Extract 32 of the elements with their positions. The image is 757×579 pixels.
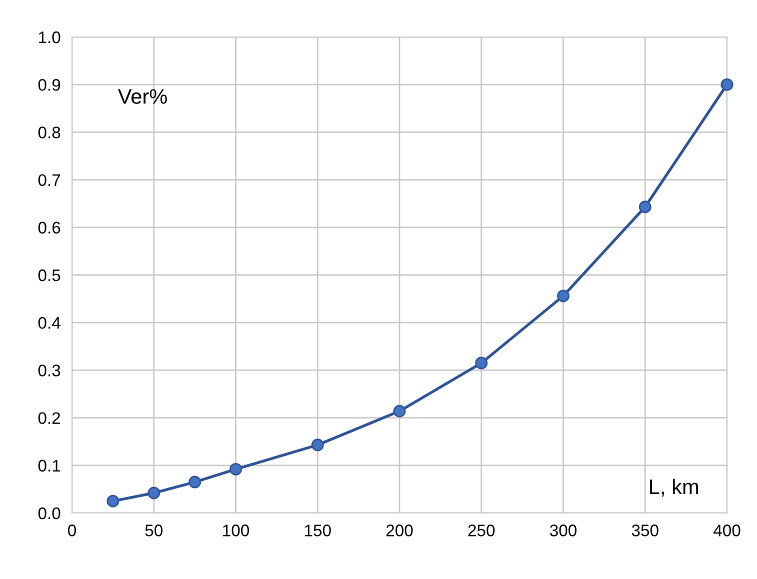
y-axis-title: Ver% [118, 89, 167, 104]
y-tick-label: 0.1 [38, 460, 60, 472]
y-tick-label: 1.0 [38, 31, 60, 44]
y-tick-label: 0.2 [38, 412, 60, 424]
x-tick-label: 250 [468, 524, 495, 536]
y-tick-label: 0.9 [38, 79, 60, 91]
x-tick-label: 0 [68, 524, 76, 536]
x-tick-label: 400 [713, 524, 740, 536]
x-tick-label: 50 [145, 524, 162, 536]
x-tick-label: 150 [304, 524, 331, 536]
y-tick-label: 0.3 [38, 364, 60, 376]
point [148, 486, 160, 500]
point [557, 290, 570, 302]
x-tick-label: 200 [386, 524, 413, 536]
x-tick-label: 300 [550, 524, 577, 536]
point [230, 462, 242, 476]
point [106, 494, 120, 508]
point [720, 78, 734, 91]
point [188, 476, 202, 488]
y-tick-label: 0.8 [38, 126, 60, 138]
y-tick-label: 0.7 [38, 174, 60, 186]
x-axis-title: L, km [650, 478, 698, 497]
y-tick-label: 0.5 [38, 269, 60, 282]
point [475, 356, 488, 370]
y-tick-label: 0.6 [38, 222, 60, 234]
x-tick-label: 100 [223, 524, 250, 536]
y-tick-label: 0.0 [38, 507, 60, 520]
x-tick-label: 350 [632, 524, 658, 536]
point [638, 200, 652, 214]
point [311, 438, 324, 452]
point [393, 404, 406, 418]
y-tick-label: 0.4 [38, 317, 60, 329]
